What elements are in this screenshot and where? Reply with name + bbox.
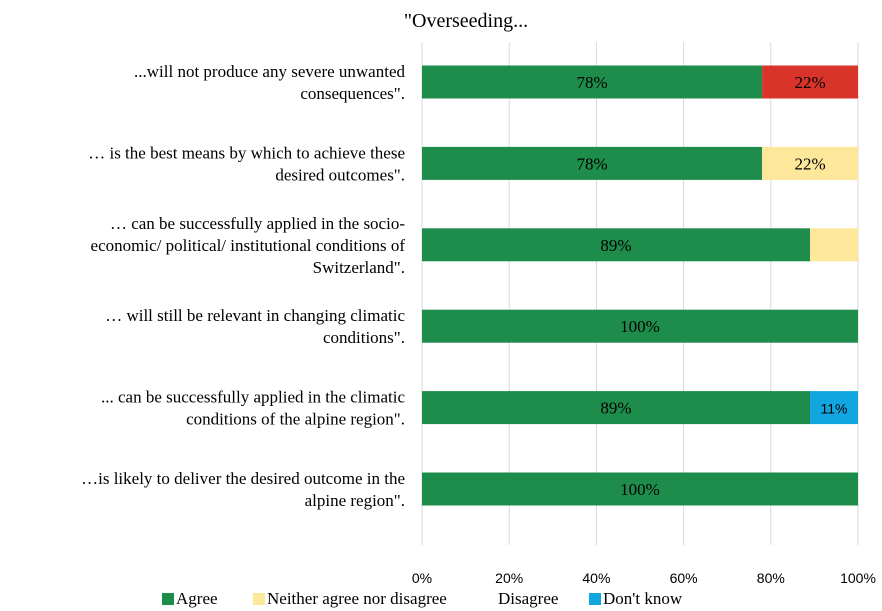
category-label-line: alpine region". xyxy=(305,491,405,510)
category-label-line: economic/ political/ institutional condi… xyxy=(91,236,406,255)
x-axis-ticks: 0% 20% 40% 60% 80% 100% xyxy=(412,570,876,586)
category-label-line: conditions". xyxy=(323,328,405,347)
category-label: … can be successfully applied in the soc… xyxy=(91,214,406,277)
category-label-line: …is likely to deliver the desired outcom… xyxy=(81,469,405,488)
data-label: 89% xyxy=(600,236,631,255)
chart-title: "Overseeding... xyxy=(404,10,528,32)
data-label: 11% xyxy=(821,401,848,417)
bar-segment-neither-agree-nor-disagree xyxy=(762,146,858,180)
bar-segment-agree xyxy=(422,472,858,506)
bar-segment-agree xyxy=(422,65,763,99)
bar-segment-agree xyxy=(422,228,811,262)
bars: 78% 22% 78% 22% 89% 100% 89% 11% 100% xyxy=(422,65,858,506)
x-tick-label: 100% xyxy=(840,570,876,586)
x-tick-label: 60% xyxy=(670,570,698,586)
legend-swatch xyxy=(253,593,265,605)
legend-label: Don't know xyxy=(603,589,683,608)
legend-label: Disagree xyxy=(498,589,558,608)
data-label: 22% xyxy=(794,154,825,173)
legend-swatch xyxy=(589,593,601,605)
category-label-line: consequences". xyxy=(300,84,405,103)
data-label: 78% xyxy=(576,73,607,92)
category-label: ...will not produce any severe unwanted c… xyxy=(134,62,405,103)
category-label-line: … can be successfully applied in the soc… xyxy=(110,214,405,233)
category-label-line: ... can be successfully applied in the c… xyxy=(101,388,405,407)
x-tick-label: 20% xyxy=(495,570,523,586)
data-label: 100% xyxy=(620,317,660,336)
legend-label: Agree xyxy=(176,589,218,608)
bar-segment-agree xyxy=(422,391,811,425)
legend-swatch xyxy=(162,593,174,605)
category-label-line: conditions of the alpine region". xyxy=(186,410,405,429)
bar-segment-agree xyxy=(422,146,763,180)
category-label-line: ...will not produce any severe unwanted xyxy=(134,62,405,81)
x-tick-label: 40% xyxy=(582,570,610,586)
x-tick-label: 0% xyxy=(412,570,432,586)
data-label: 22% xyxy=(794,73,825,92)
category-label: …is likely to deliver the desired outcom… xyxy=(81,469,405,510)
legend-label: Neither agree nor disagree xyxy=(267,589,447,608)
category-labels: ...will not produce any severe unwanted c… xyxy=(81,62,405,510)
category-label: ... can be successfully applied in the c… xyxy=(101,388,405,429)
x-tick-label: 80% xyxy=(757,570,785,586)
data-label: 100% xyxy=(620,480,660,499)
legend: Agree Neither agree nor disagree Disagree D… xyxy=(162,589,683,608)
category-label-line: … will still be relevant in changing cli… xyxy=(105,306,405,325)
bar-segment-don-t-know xyxy=(810,391,858,425)
category-label-line: Switzerland". xyxy=(313,258,405,277)
category-label-line: … is the best means by which to achieve … xyxy=(88,143,405,162)
category-label: … is the best means by which to achieve … xyxy=(88,143,405,184)
gridlines xyxy=(421,42,859,545)
bar-segment-disagree xyxy=(762,65,858,99)
data-label: 89% xyxy=(600,399,631,418)
data-label: 78% xyxy=(576,154,607,173)
bar-segment-agree xyxy=(422,309,858,343)
category-label-line: desired outcomes". xyxy=(275,165,405,184)
category-label: … will still be relevant in changing cli… xyxy=(105,306,405,347)
bar-segment-neither-agree-nor-disagree xyxy=(810,228,858,262)
